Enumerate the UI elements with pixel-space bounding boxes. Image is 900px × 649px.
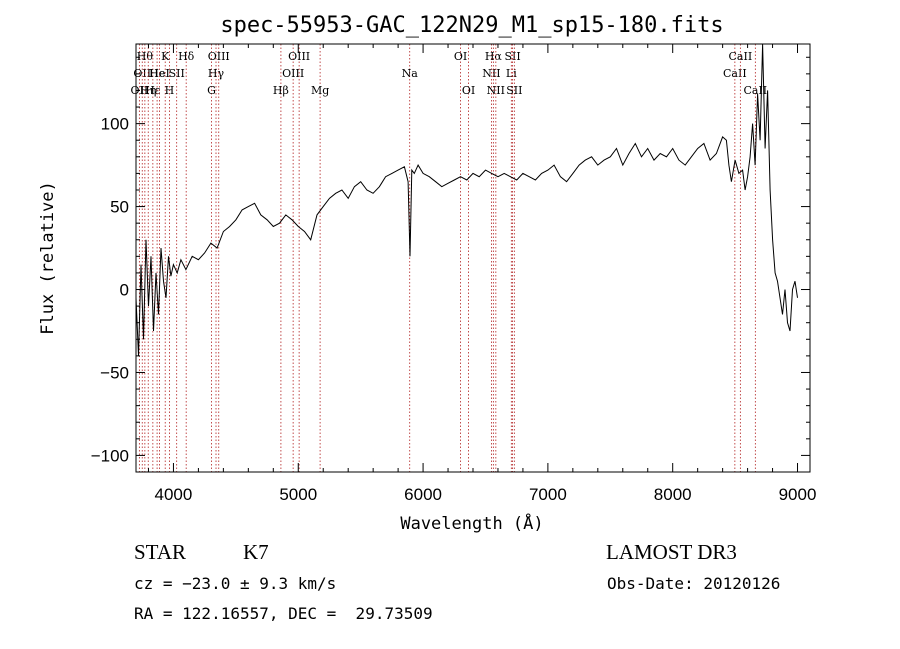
spectral-line-label-21: NII <box>482 67 500 80</box>
spectral-line-label-2: Hθ <box>137 50 154 63</box>
spectral-line-label-5: He <box>149 67 165 80</box>
spectral-line-label-6: HeI <box>149 67 169 80</box>
object-subclass: K7 <box>243 540 269 564</box>
y-tick-label-1: −50 <box>100 363 129 382</box>
spectral-line-label-3: Hη <box>140 84 156 97</box>
flux-line <box>135 43 798 356</box>
spectral-line-label-1: OII <box>133 67 151 80</box>
spectral-line-label-11: G <box>207 84 216 97</box>
observation-date: Obs-Date: 20120126 <box>607 574 781 593</box>
redshift-cz: cz = −23.0 ± 9.3 km/s <box>134 574 337 593</box>
spectral-line-label-20: OI <box>462 84 475 97</box>
x-tick-label-0: 4000 <box>155 485 193 504</box>
axis-ticks: 4000 5000 6000 7000 8000 9000 −100 −50 0 50 100 <box>91 44 817 504</box>
survey-name: LAMOST DR3 <box>606 540 737 564</box>
spectral-line-label-10: Hδ <box>178 50 195 63</box>
y-axis-label: Flux (relative) <box>38 181 58 335</box>
y-tick-label-2: 0 <box>120 281 129 300</box>
spectral-line-label-27: CaII <box>723 67 747 80</box>
spectral-line-label-14: Hβ <box>273 84 289 97</box>
x-tick-label-2: 6000 <box>404 485 442 504</box>
plot-frame <box>135 43 811 473</box>
spectral-line-label-12: Hγ <box>208 67 225 80</box>
x-tick-label-4: 8000 <box>654 485 692 504</box>
spectral-line-label-9: SII <box>169 67 185 80</box>
spectral-line-label-25: SII <box>504 50 520 63</box>
x-axis-label: Wavelength (Å) <box>400 512 543 534</box>
spectral-line-markers: OIIOIIHθHηHεHeHeIKHSIIHδGHγOIIIHβOIIIOII… <box>131 44 767 472</box>
x-tick-label-5: 9000 <box>779 485 817 504</box>
spectral-line-label-8: H <box>165 84 175 97</box>
spectral-line-label-24: Li <box>506 67 517 80</box>
object-class: STAR <box>134 540 186 564</box>
spectral-line-label-23: NII <box>487 84 505 97</box>
spectral-line-label-22: Hα <box>485 50 503 63</box>
spectral-line-label-18: Na <box>402 67 419 80</box>
chart-title: spec-55953-GAC_122N29_M1_sp15-180.fits <box>220 13 723 38</box>
spectral-line-label-28: CaII <box>729 50 753 63</box>
x-tick-label-1: 5000 <box>279 485 317 504</box>
y-tick-label-0: −100 <box>91 446 129 465</box>
spectral-line-label-4: Hε <box>145 84 161 97</box>
coordinates: RA = 122.16557, DEC = 29.73509 <box>134 604 433 623</box>
x-tick-label-3: 7000 <box>529 485 567 504</box>
spectral-line-label-17: Mg <box>311 84 329 97</box>
spectral-line-label-7: K <box>161 50 170 63</box>
spectral-line-label-16: OIII <box>288 50 310 63</box>
spectral-line-label-26: SII <box>506 84 522 97</box>
flux-series <box>135 43 798 356</box>
spectral-line-label-15: OIII <box>282 67 304 80</box>
y-tick-label-4: 100 <box>101 115 129 134</box>
spectral-line-label-13: OIII <box>208 50 230 63</box>
y-tick-label-3: 50 <box>110 198 129 217</box>
spectral-line-label-19: OI <box>454 50 467 63</box>
